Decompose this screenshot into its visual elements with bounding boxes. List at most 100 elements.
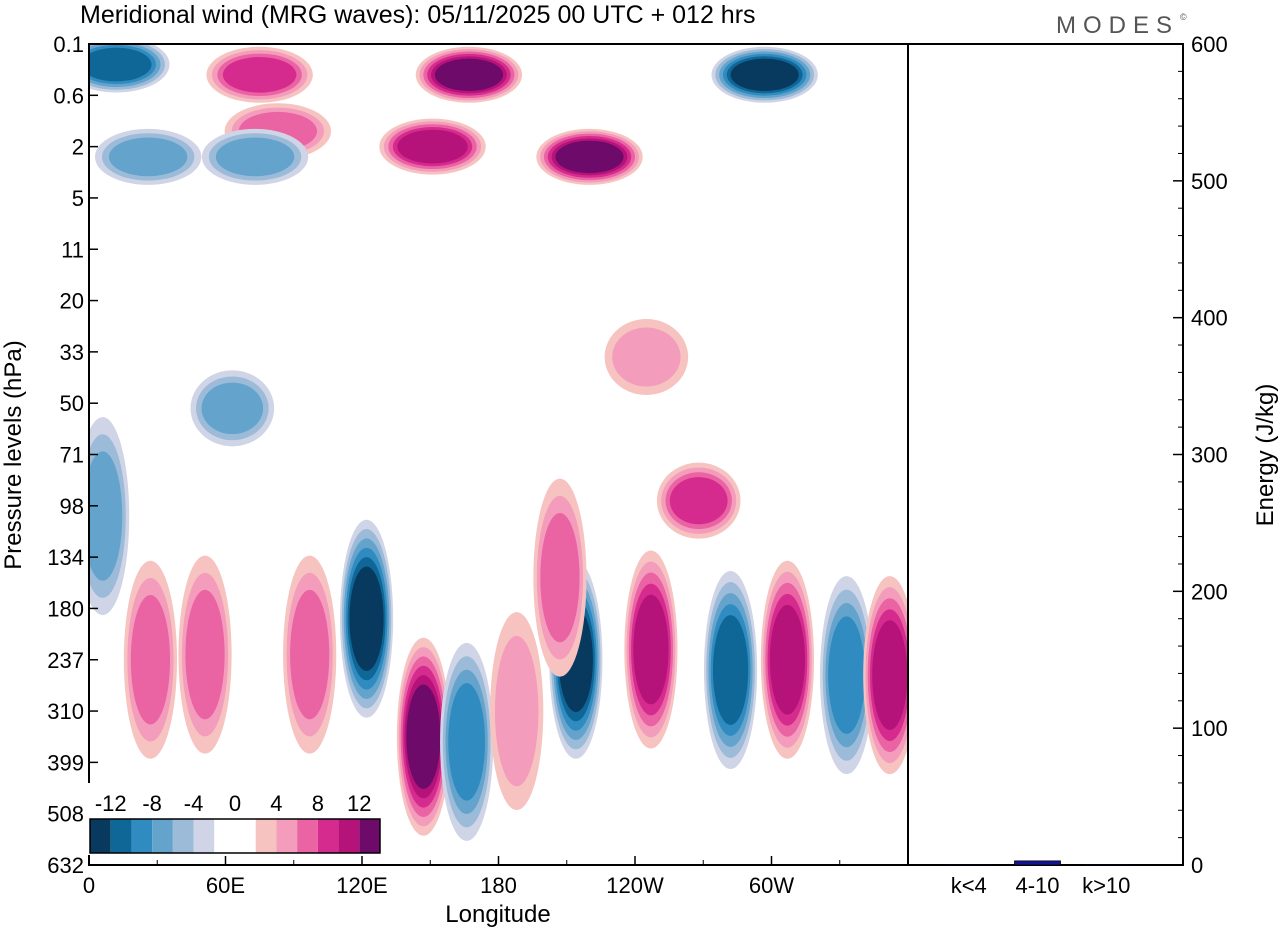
contour-band xyxy=(448,683,486,801)
contour-band xyxy=(89,451,123,581)
contour-band xyxy=(222,56,297,93)
pressure-tick-label: 310 xyxy=(47,699,84,724)
contour-band xyxy=(540,512,580,643)
wavenumber-label: k<4 xyxy=(951,873,987,898)
positive-wind-cell xyxy=(490,612,544,811)
contour-band xyxy=(397,129,468,164)
contour-band xyxy=(712,615,749,725)
energy-bar xyxy=(945,864,993,866)
contour-band xyxy=(349,566,384,671)
pressure-tick-label: 11 xyxy=(61,237,84,262)
energy-tick-label: 400 xyxy=(1191,306,1228,331)
positive-wind-cell xyxy=(396,637,451,836)
pressure-tick-label: 399 xyxy=(47,750,84,775)
colorbar-swatch xyxy=(317,819,339,853)
wavenumber-axis: k<4 4-10 k>10 xyxy=(951,873,1131,898)
pressure-tick-label: 33 xyxy=(60,340,84,365)
wavenumber-label: k>10 xyxy=(1082,873,1130,898)
positive-wind-cell xyxy=(206,46,313,103)
colorbar-label: 8 xyxy=(312,791,324,816)
positive-wind-cell xyxy=(536,128,643,185)
positive-wind-cell xyxy=(533,478,587,677)
colorbar-label: 12 xyxy=(347,791,371,816)
wavenumber-label: 4-10 xyxy=(1015,873,1059,898)
energy-axis: 0 100 200 300 400 500 600 xyxy=(1173,32,1228,878)
colorbar-swatch xyxy=(338,819,360,853)
colorbar-swatch xyxy=(193,819,215,853)
y-axis-label: Pressure levels (hPa) xyxy=(0,340,27,569)
positive-wind-cell xyxy=(379,118,486,175)
energy-bars xyxy=(945,860,1130,866)
modes-logo: MODES © xyxy=(1056,12,1187,39)
contour-band xyxy=(633,594,669,705)
positive-wind-cell xyxy=(656,462,741,539)
contour-band xyxy=(769,604,806,715)
pressure-tick-label: 5 xyxy=(72,186,84,211)
logo-mark: © xyxy=(1180,12,1187,22)
longitude-tick-label: 60W xyxy=(749,873,794,898)
pressure-tick-label: 0.1 xyxy=(53,32,84,57)
positive-wind-cell xyxy=(863,576,908,775)
colorbar-label: 0 xyxy=(229,791,241,816)
contour-band xyxy=(108,137,188,177)
energy-tick-label: 200 xyxy=(1191,579,1228,604)
colorbar-label: 4 xyxy=(270,791,282,816)
negative-wind-cell xyxy=(89,417,130,616)
positive-wind-cell xyxy=(624,550,678,749)
pressure-tick-label: 0.6 xyxy=(53,83,84,108)
positive-wind-cell xyxy=(123,560,178,759)
contour-band xyxy=(612,327,681,387)
longitude-tick-label: 120W xyxy=(606,873,664,898)
negative-wind-cell xyxy=(819,576,874,775)
energy-tick-label: 600 xyxy=(1191,32,1228,57)
positive-wind-cell xyxy=(178,555,232,754)
energy-tick-label: 100 xyxy=(1191,716,1228,741)
negative-wind-cell xyxy=(94,128,202,185)
contour-band xyxy=(494,635,539,787)
contour-band xyxy=(730,58,799,91)
colorbar-label: -12 xyxy=(95,791,127,816)
pressure-tick-label: 50 xyxy=(60,391,84,416)
chart-title: Meridional wind (MRG waves): 05/11/2025 … xyxy=(80,1,756,29)
contour-band xyxy=(872,620,908,731)
negative-wind-cell xyxy=(703,571,758,770)
colorbar-label: -4 xyxy=(184,791,204,816)
longitude-tick-label: 120E xyxy=(336,873,387,898)
colorbar: -12 -8 -4 0 4 8 12 xyxy=(88,783,382,855)
colorbar-swatch xyxy=(359,819,380,853)
negative-wind-cell xyxy=(549,560,603,759)
colorbar-swatch xyxy=(131,819,153,853)
negative-wind-cell xyxy=(711,46,818,103)
negative-wind-cell xyxy=(440,642,494,841)
contour-band xyxy=(130,595,171,725)
longitude-axis: 0 60E 120E 180 120W 60W xyxy=(83,856,909,898)
colorbar-frame xyxy=(89,818,381,854)
pressure-tick-label: 98 xyxy=(60,494,84,519)
pressure-tick-label: 2 xyxy=(72,135,84,160)
negative-wind-cell xyxy=(89,44,170,93)
contour-band xyxy=(201,382,264,435)
energy-tick-label: 300 xyxy=(1191,443,1228,468)
contour-band xyxy=(290,589,330,720)
colorbar-swatch xyxy=(297,819,318,853)
positive-wind-cell xyxy=(415,46,523,103)
pressure-axis: 0.1 0.6 2 5 11 20 33 50 71 98 134 180 237 310 399 508 63… xyxy=(47,32,98,878)
pressure-tick-label: 71 xyxy=(60,443,84,468)
colorbar-swatch xyxy=(110,819,132,853)
energy-bar xyxy=(1082,864,1130,866)
positive-wind-cell xyxy=(760,560,815,759)
logo-text: MODES xyxy=(1056,12,1179,39)
pressure-tick-label: 632 xyxy=(47,853,84,878)
negative-wind-cell xyxy=(339,519,394,718)
pressure-tick-label: 134 xyxy=(47,545,84,570)
energy-tick-label: 500 xyxy=(1191,169,1228,194)
positive-wind-cell xyxy=(604,319,689,396)
contour-band xyxy=(215,137,295,177)
contour-band xyxy=(669,477,728,525)
contour-band xyxy=(185,589,225,720)
pressure-tick-label: 237 xyxy=(47,648,84,673)
pressure-tick-label: 180 xyxy=(47,596,84,621)
positive-wind-cell xyxy=(283,555,337,754)
wind-contour-field xyxy=(89,44,908,841)
colorbar-swatch xyxy=(235,819,256,853)
